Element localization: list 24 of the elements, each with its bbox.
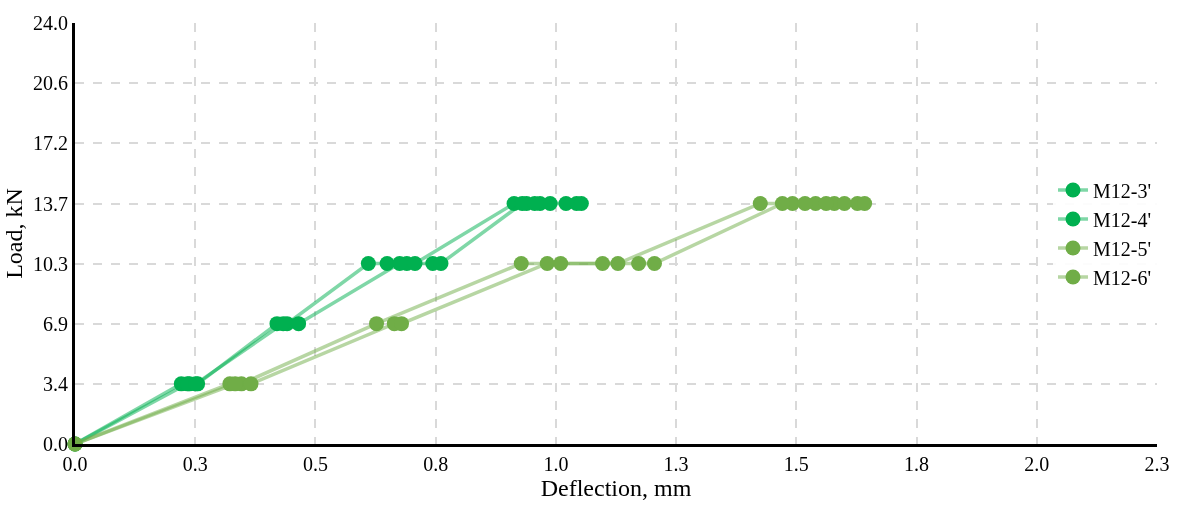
x-tick-label: 0.0 xyxy=(62,453,88,475)
y-tick-label: 17.2 xyxy=(33,132,68,155)
y-tick-label: 24.0 xyxy=(33,12,68,34)
x-tick-label: 1.5 xyxy=(783,453,809,475)
x-tick-label: 1.0 xyxy=(543,453,569,475)
legend-label: M12-5' xyxy=(1093,237,1152,260)
legend-label: M12-3' xyxy=(1093,179,1152,202)
y-tick-label: 10.3 xyxy=(33,252,68,275)
y-tick-label: 3.4 xyxy=(43,372,68,395)
x-tick-label: 2.3 xyxy=(1144,453,1170,475)
legend-label: M12-4' xyxy=(1093,208,1152,231)
y-axis-title: Load, kN xyxy=(1,188,28,279)
y-tick-label: 6.9 xyxy=(43,312,68,335)
y-tick-label: 20.6 xyxy=(33,72,68,95)
y-tick-label: 13.7 xyxy=(33,192,68,215)
x-axis-title: Deflection, mm xyxy=(540,475,692,501)
x-tick-label: 0.8 xyxy=(423,453,449,475)
legend-label: M12-6' xyxy=(1093,266,1152,289)
y-tick-label: 0.0 xyxy=(43,433,68,455)
x-tick-label: 2.0 xyxy=(1024,453,1050,475)
x-tick-label: 0.3 xyxy=(182,453,208,475)
x-tick-label: 1.3 xyxy=(663,453,689,475)
x-tick-label: 1.8 xyxy=(904,453,930,475)
x-tick-label: 0.5 xyxy=(302,453,328,475)
